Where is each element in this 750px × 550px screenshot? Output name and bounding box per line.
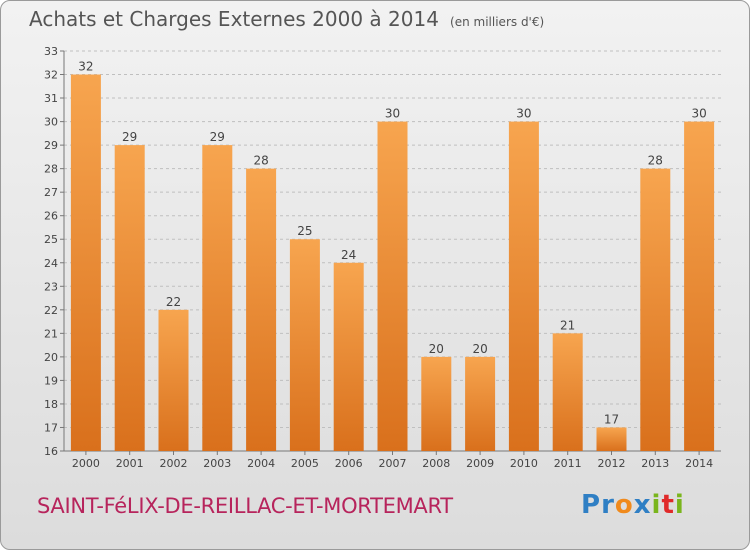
- y-tick-label: 24: [44, 257, 58, 270]
- bar: [508, 121, 539, 452]
- y-tick-label: 17: [44, 421, 58, 434]
- x-tick-label: 2012: [598, 457, 626, 470]
- bar: [684, 121, 715, 452]
- logo-letter: i: [674, 490, 685, 520]
- x-tick-label: 2006: [335, 457, 363, 470]
- bar-value-label: 21: [560, 318, 575, 332]
- town-name: SAINT-FéLIX-DE-REILLAC-ET-MORTEMART: [37, 494, 453, 518]
- y-tick-label: 31: [44, 92, 58, 105]
- x-tick-label: 2000: [72, 457, 100, 470]
- bar-value-label: 22: [166, 295, 181, 309]
- x-tick-label: 2010: [510, 457, 538, 470]
- bar: [333, 262, 364, 451]
- axes: 16 17 18 19 20 21 22 23 24 25 26 27 28 29 30 31 32 33 2000…: [44, 45, 721, 470]
- bar-value-label: 20: [429, 342, 444, 356]
- bar-value-label: 30: [385, 107, 400, 121]
- x-tick-label: 2013: [641, 457, 669, 470]
- bar: [552, 333, 583, 451]
- bar: [70, 74, 101, 451]
- bar: [289, 239, 320, 451]
- y-tick-label: 22: [44, 304, 58, 317]
- x-tick-label: 2003: [203, 457, 231, 470]
- proxiti-logo: Proxiti: [581, 490, 685, 520]
- x-tick-label: 2014: [685, 457, 713, 470]
- y-tick-label: 23: [44, 280, 58, 293]
- y-tick-label: 33: [44, 45, 58, 58]
- x-tick-label: 2001: [116, 457, 144, 470]
- chart-title: Achats et Charges Externes 2000 à 2014 (…: [29, 7, 544, 31]
- y-tick-label: 27: [44, 186, 58, 199]
- bar-value-label: 25: [297, 224, 312, 238]
- bars: [70, 74, 715, 452]
- x-tick-label: 2007: [379, 457, 407, 470]
- y-tick-label: 25: [44, 233, 58, 246]
- bar: [421, 356, 452, 451]
- chart-unit: (en milliers d'€): [450, 15, 545, 29]
- bar-value-label: 28: [253, 154, 268, 168]
- bar-value-label: 17: [604, 412, 619, 426]
- x-tick-label: 2002: [160, 457, 188, 470]
- bar: [158, 309, 189, 451]
- y-tick-label: 16: [44, 445, 58, 458]
- bar-value-label: 20: [472, 342, 487, 356]
- bar: [640, 168, 671, 451]
- bar-value-label: 28: [648, 154, 663, 168]
- bar: [377, 121, 408, 452]
- bar: [596, 427, 627, 451]
- y-tick-label: 18: [44, 398, 58, 411]
- x-tick-label: 2005: [291, 457, 319, 470]
- bar-value-label: 24: [341, 248, 356, 262]
- logo-letter: i: [651, 490, 662, 520]
- x-tick-label: 2009: [466, 457, 494, 470]
- data-labels: 32 29 22 29 28 25 24 30 20 20 30 21 17 28 30: [78, 60, 706, 427]
- bar: [465, 356, 496, 451]
- bar: [202, 145, 233, 451]
- bar: [114, 145, 145, 451]
- y-tick-label: 30: [44, 116, 58, 129]
- x-tick-label: 2004: [247, 457, 275, 470]
- y-tick-label: 28: [44, 163, 58, 176]
- y-tick-label: 21: [44, 327, 58, 340]
- y-tick-label: 26: [44, 210, 58, 223]
- bar-value-label: 32: [78, 60, 93, 74]
- y-tick-label: 32: [44, 69, 58, 82]
- logo-letter: t: [661, 490, 675, 520]
- bar-value-label: 29: [210, 130, 225, 144]
- bar-value-label: 30: [516, 107, 531, 121]
- logo-letter: P: [581, 490, 602, 520]
- y-tick-label: 19: [44, 374, 58, 387]
- bar-value-label: 30: [691, 107, 706, 121]
- x-tick-label: 2011: [554, 457, 582, 470]
- y-tick-label: 20: [44, 351, 58, 364]
- x-tick-label: 2008: [422, 457, 450, 470]
- chart-title-text: Achats et Charges Externes 2000 à 2014: [29, 7, 439, 31]
- y-tick-label: 29: [44, 139, 58, 152]
- logo-letter: r: [601, 490, 615, 520]
- logo-letter: o: [614, 490, 634, 520]
- bar-value-label: 29: [122, 130, 137, 144]
- logo-letter: x: [633, 490, 652, 520]
- bar: [246, 168, 277, 451]
